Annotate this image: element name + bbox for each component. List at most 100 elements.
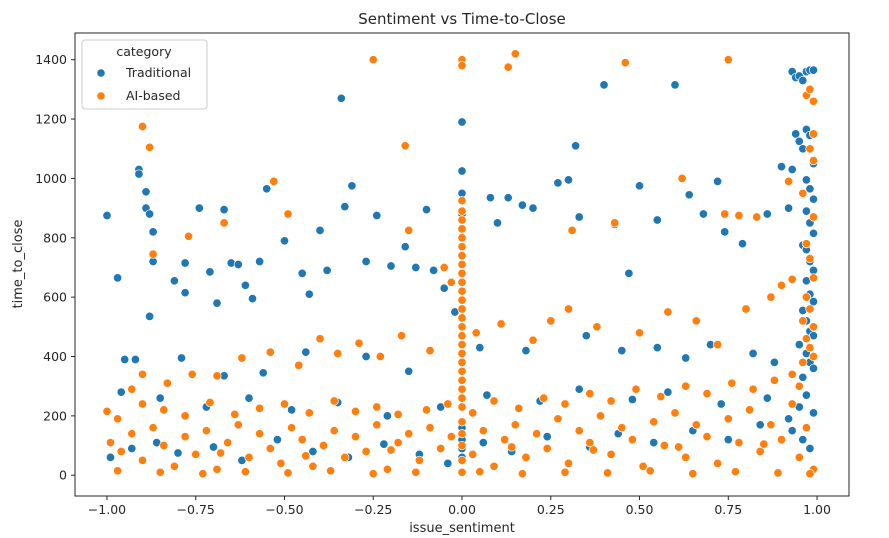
data-point bbox=[805, 144, 815, 154]
data-point bbox=[457, 251, 467, 261]
data-point bbox=[201, 426, 211, 436]
data-point bbox=[205, 397, 215, 408]
data-point bbox=[457, 295, 467, 305]
data-point bbox=[475, 467, 485, 477]
data-point bbox=[478, 438, 488, 448]
y-tick-label: 1200 bbox=[35, 112, 67, 127]
data-point bbox=[585, 438, 595, 448]
data-point bbox=[329, 426, 339, 436]
data-point bbox=[411, 262, 421, 273]
points-layer bbox=[102, 49, 819, 479]
data-point bbox=[773, 468, 783, 478]
data-point bbox=[457, 393, 467, 403]
data-point bbox=[219, 205, 229, 215]
data-point bbox=[145, 209, 155, 219]
data-point bbox=[159, 405, 169, 415]
x-axis-label: issue_sentiment bbox=[409, 521, 515, 536]
data-point bbox=[528, 203, 538, 213]
data-point bbox=[414, 455, 424, 465]
data-point bbox=[677, 173, 687, 183]
data-point bbox=[105, 438, 116, 448]
data-point bbox=[372, 420, 382, 430]
data-point bbox=[361, 256, 371, 267]
data-point bbox=[492, 218, 503, 228]
data-point bbox=[808, 212, 819, 222]
data-point bbox=[808, 322, 819, 332]
data-point bbox=[784, 203, 794, 213]
data-point bbox=[457, 233, 467, 243]
data-point bbox=[304, 289, 314, 299]
data-point bbox=[457, 402, 467, 412]
legend: category Traditional AI-based bbox=[81, 39, 208, 110]
data-point bbox=[148, 249, 158, 259]
data-point bbox=[468, 408, 478, 418]
data-point bbox=[127, 429, 137, 439]
data-point bbox=[372, 402, 382, 412]
data-point bbox=[113, 273, 123, 283]
y-tick-label: 600 bbox=[43, 290, 67, 305]
data-point bbox=[688, 469, 698, 479]
data-point bbox=[606, 396, 616, 406]
data-point bbox=[308, 446, 318, 457]
data-point bbox=[386, 261, 396, 271]
data-point bbox=[808, 129, 819, 139]
data-point bbox=[404, 366, 414, 376]
data-point bbox=[727, 378, 737, 388]
data-point bbox=[808, 265, 819, 275]
data-point bbox=[155, 467, 165, 477]
data-point bbox=[691, 316, 701, 326]
data-point bbox=[233, 420, 243, 430]
data-point bbox=[592, 322, 602, 332]
x-tick-label: 0.00 bbox=[448, 502, 476, 517]
data-point bbox=[787, 369, 797, 379]
data-point bbox=[425, 346, 435, 356]
data-point bbox=[553, 414, 563, 424]
data-point bbox=[595, 411, 606, 421]
data-point bbox=[539, 393, 549, 403]
data-point bbox=[521, 452, 531, 462]
data-point bbox=[517, 469, 527, 479]
data-point bbox=[162, 378, 172, 388]
data-point bbox=[457, 366, 467, 376]
data-point bbox=[588, 445, 598, 455]
data-point bbox=[457, 206, 467, 216]
data-point bbox=[784, 414, 794, 424]
data-point bbox=[599, 80, 609, 90]
data-point bbox=[649, 438, 659, 448]
y-tick-label: 200 bbox=[43, 408, 67, 423]
data-point bbox=[610, 218, 620, 228]
data-point bbox=[457, 117, 467, 127]
data-point bbox=[457, 224, 467, 234]
data-point bbox=[180, 258, 190, 268]
x-axis-ticks: −1.00 −0.75 −0.50 −0.25 0.00 0.25 0.50 0.75 1.00 bbox=[88, 496, 831, 517]
data-point bbox=[808, 96, 819, 106]
data-point bbox=[255, 429, 265, 439]
data-point bbox=[308, 461, 318, 471]
data-point bbox=[485, 193, 495, 203]
data-point bbox=[457, 242, 467, 252]
data-point bbox=[425, 423, 435, 433]
data-point bbox=[702, 432, 712, 442]
data-point bbox=[198, 469, 208, 479]
data-point bbox=[212, 298, 222, 308]
data-point bbox=[801, 206, 811, 216]
legend-label-traditional: Traditional bbox=[125, 65, 191, 80]
data-point bbox=[247, 294, 258, 304]
data-point bbox=[354, 338, 364, 348]
data-point bbox=[649, 417, 659, 427]
data-point bbox=[205, 267, 215, 277]
data-point bbox=[517, 200, 527, 210]
data-point bbox=[805, 84, 815, 94]
data-point bbox=[759, 439, 769, 449]
data-point bbox=[180, 432, 190, 442]
data-point bbox=[304, 408, 314, 418]
data-point bbox=[634, 181, 645, 191]
data-point bbox=[805, 184, 815, 194]
data-point bbox=[787, 426, 797, 436]
data-point bbox=[322, 265, 332, 275]
data-point bbox=[457, 277, 467, 287]
data-point bbox=[212, 464, 222, 474]
data-point bbox=[318, 440, 329, 451]
data-point bbox=[436, 443, 446, 454]
data-point bbox=[737, 239, 748, 249]
